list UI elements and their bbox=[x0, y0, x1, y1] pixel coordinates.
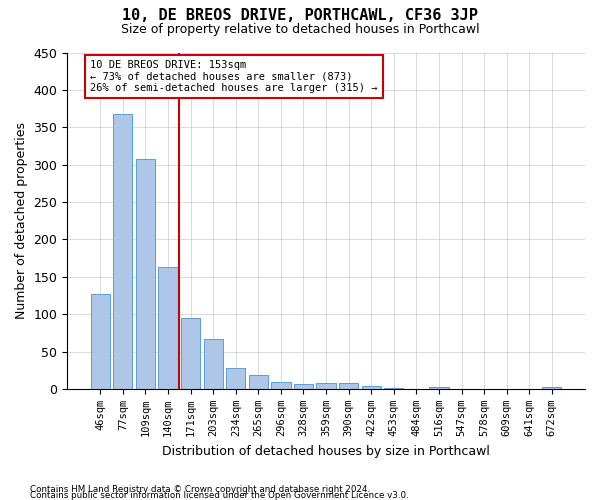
Bar bbox=[542, 386, 562, 389]
Text: 10 DE BREOS DRIVE: 153sqm
← 73% of detached houses are smaller (873)
26% of semi: 10 DE BREOS DRIVE: 153sqm ← 73% of detac… bbox=[90, 60, 377, 93]
Y-axis label: Number of detached properties: Number of detached properties bbox=[15, 122, 28, 319]
X-axis label: Distribution of detached houses by size in Porthcawl: Distribution of detached houses by size … bbox=[162, 444, 490, 458]
Bar bbox=[294, 384, 313, 389]
Bar bbox=[203, 339, 223, 389]
Bar bbox=[384, 388, 403, 389]
Bar bbox=[91, 294, 110, 389]
Bar bbox=[339, 383, 358, 389]
Text: 10, DE BREOS DRIVE, PORTHCAWL, CF36 3JP: 10, DE BREOS DRIVE, PORTHCAWL, CF36 3JP bbox=[122, 8, 478, 22]
Bar bbox=[362, 386, 381, 389]
Bar bbox=[158, 267, 178, 389]
Text: Contains HM Land Registry data © Crown copyright and database right 2024.: Contains HM Land Registry data © Crown c… bbox=[30, 485, 370, 494]
Text: Contains public sector information licensed under the Open Government Licence v3: Contains public sector information licen… bbox=[30, 491, 409, 500]
Bar bbox=[271, 382, 290, 389]
Text: Size of property relative to detached houses in Porthcawl: Size of property relative to detached ho… bbox=[121, 22, 479, 36]
Bar bbox=[226, 368, 245, 389]
Bar bbox=[181, 318, 200, 389]
Bar bbox=[249, 376, 268, 389]
Bar bbox=[113, 114, 133, 389]
Bar bbox=[316, 383, 335, 389]
Bar bbox=[430, 386, 449, 389]
Bar bbox=[136, 160, 155, 389]
